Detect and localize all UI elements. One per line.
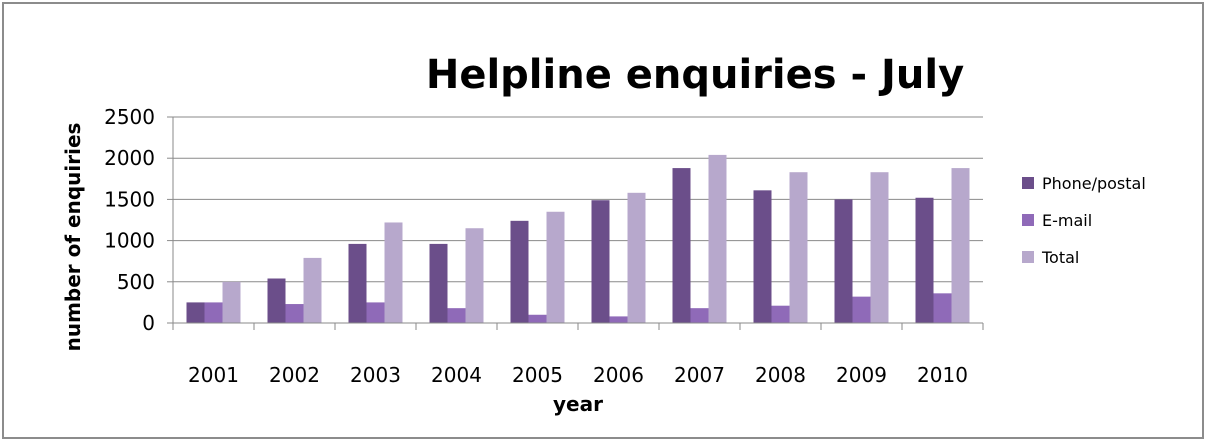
bar-phone-postal <box>753 190 772 323</box>
bar-e-mail <box>609 316 628 323</box>
bar-total <box>627 192 646 323</box>
bar-total <box>789 172 808 323</box>
bars <box>186 154 970 323</box>
x-tick-label: 2001 <box>188 363 239 387</box>
bar-phone-postal <box>186 302 205 323</box>
bar-total <box>465 228 484 323</box>
x-tick-labels: 2001 2002 2003 2004 2005 2006 2007 2008 2009 2010 <box>188 363 968 387</box>
y-tick-labels: 0 500 1000 1500 2000 2500 <box>104 105 155 335</box>
bar-phone-postal <box>834 199 853 323</box>
bar-total <box>222 281 241 323</box>
bar-e-mail <box>690 308 709 323</box>
bar-e-mail <box>771 305 790 323</box>
bar-e-mail <box>528 314 547 323</box>
x-tick-label: 2007 <box>674 363 725 387</box>
legend-label: E-mail <box>1042 211 1092 230</box>
bar-phone-postal <box>429 243 448 323</box>
bar-e-mail <box>852 296 871 323</box>
chart-title: Helpline enquiries - July <box>426 52 964 98</box>
bar-phone-postal <box>348 243 367 323</box>
y-tick-label: 1500 <box>104 187 155 211</box>
bar-total <box>384 222 403 323</box>
bar-total <box>870 172 889 323</box>
legend-label: Total <box>1041 248 1079 267</box>
bar-phone-postal <box>672 168 691 323</box>
bar-total <box>303 257 322 323</box>
legend-swatch <box>1022 177 1034 189</box>
bar-total <box>951 168 970 323</box>
y-axis-label: number of enquiries <box>61 123 85 352</box>
bar-total <box>546 211 565 323</box>
legend-swatch <box>1022 251 1034 263</box>
y-tick-label: 500 <box>117 270 155 294</box>
bar-phone-postal <box>267 278 286 323</box>
bar-phone-postal <box>591 200 610 323</box>
legend-swatch <box>1022 214 1034 226</box>
axes <box>167 116 984 330</box>
x-axis-label: year <box>553 392 603 416</box>
bar-e-mail <box>447 308 466 323</box>
x-tick-label: 2002 <box>269 363 320 387</box>
x-tick-label: 2010 <box>917 363 968 387</box>
x-tick-label: 2003 <box>350 363 401 387</box>
y-tick-label: 1000 <box>104 229 155 253</box>
y-tick-label: 0 <box>142 311 155 335</box>
y-tick-label: 2000 <box>104 146 155 170</box>
x-tick-label: 2009 <box>836 363 887 387</box>
x-tick-label: 2005 <box>512 363 563 387</box>
bar-e-mail <box>933 293 952 323</box>
x-tick-label: 2006 <box>593 363 644 387</box>
bar-e-mail <box>366 302 385 323</box>
x-tick-label: 2004 <box>431 363 482 387</box>
bar-phone-postal <box>510 220 529 323</box>
legend-label: Phone/postal <box>1042 174 1146 193</box>
bar-e-mail <box>204 302 223 323</box>
bar-e-mail <box>285 304 304 323</box>
legend: Phone/postal E-mail Total <box>1022 174 1146 267</box>
bar-total <box>708 154 727 323</box>
y-tick-label: 2500 <box>104 105 155 129</box>
gridlines <box>173 116 983 283</box>
bar-phone-postal <box>915 197 934 323</box>
x-tick-label: 2008 <box>755 363 806 387</box>
